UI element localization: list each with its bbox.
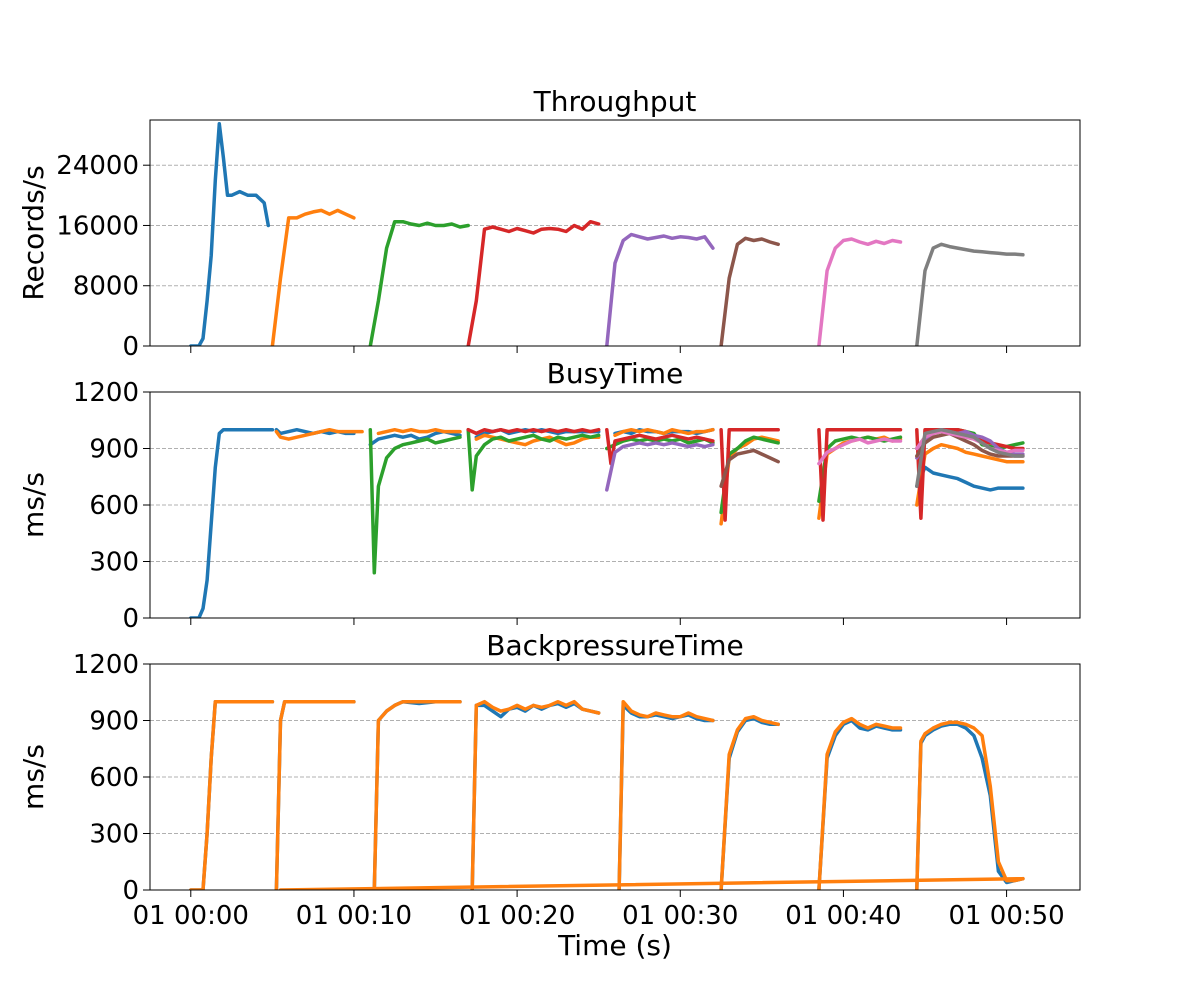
y-tick-label: 300 — [89, 548, 139, 578]
y-tick-label: 16000 — [56, 211, 139, 241]
series-line-5-segment-1 — [605, 232, 715, 346]
chart-panel-2: 0 300 600 900 1200 BusyTime ms/s — [17, 357, 1081, 634]
series-line-2-segment-2 — [376, 427, 462, 436]
series-line-4-segment-3 — [719, 427, 780, 522]
series-line-8-segment-1 — [915, 427, 1025, 488]
series-line-1-segment-1 — [189, 699, 275, 890]
y-axis-label: ms/s — [17, 744, 50, 810]
series-line-2-segment-4 — [613, 427, 715, 438]
series-line-1-segment-8 — [915, 722, 1025, 890]
y-tick-label: 8000 — [73, 272, 139, 302]
series-line-3-segment-2 — [466, 427, 601, 492]
series-line-2-segment-8 — [915, 720, 1025, 890]
y-axis-label: Records/s — [17, 165, 50, 300]
series-line-1-segment-2 — [274, 699, 356, 890]
series-group — [189, 427, 1025, 618]
series-line-3-segment-1 — [368, 427, 462, 575]
y-tick-label: 900 — [89, 707, 139, 737]
chart-panel-1: 0 8000 16000 24000 Throughput Records/s — [17, 85, 1081, 362]
series-line-4-segment-1 — [466, 219, 601, 346]
series-line-3-segment-5 — [817, 435, 903, 503]
series-line-2-segment-6 — [719, 714, 780, 890]
series-line-2-segment-7 — [915, 442, 1025, 507]
series-group — [189, 699, 1025, 890]
y-tick-label: 0 — [122, 332, 139, 362]
series-line-6-segment-1 — [719, 448, 780, 488]
x-tick-label: 01 00:00 — [133, 901, 249, 931]
series-line-1-segment-6 — [719, 716, 780, 890]
chart-title: BackpressureTime — [486, 629, 743, 662]
x-tick-label: 01 00:10 — [296, 901, 412, 931]
series-line-6-segment-2 — [915, 431, 1025, 458]
chart-title: Throughput — [533, 85, 697, 118]
series-line-3-segment-1 — [368, 219, 470, 346]
series-line-1-segment-6 — [915, 465, 1025, 492]
series-group — [189, 122, 1025, 346]
plot-frame — [149, 119, 1081, 347]
chart-title: BusyTime — [547, 357, 684, 390]
series-line-7-segment-1 — [817, 237, 903, 346]
series-line-4-segment-4 — [817, 427, 903, 522]
series-line-7-segment-2 — [915, 429, 1025, 455]
y-tick-label: 24000 — [56, 151, 139, 181]
series-line-7-segment-1 — [817, 437, 903, 466]
series-line-2-segment-5 — [617, 699, 715, 890]
series-line-1-segment-1 — [189, 122, 271, 346]
series-line-2-segment-3 — [372, 699, 462, 890]
series-line-2-segment-4 — [470, 699, 601, 890]
chart-panel-3: 0 300 600 900 1200 01 00:00 01 00:10 01 00:20 01… — [17, 629, 1081, 962]
series-line-4-segment-1 — [466, 427, 601, 436]
x-tick-label: 01 00:40 — [785, 901, 901, 931]
series-line-2-segment-1 — [274, 427, 364, 441]
y-tick-label: 1200 — [73, 378, 139, 408]
x-tick-label: 01 00:30 — [622, 901, 738, 931]
series-line-1-segment-1 — [189, 427, 275, 618]
y-tick-label: 0 — [122, 876, 139, 906]
series-line-6-segment-1 — [719, 236, 780, 346]
series-line-2-segment-9 — [278, 876, 1025, 890]
y-tick-label: 900 — [89, 435, 139, 465]
series-line-2-segment-1 — [189, 699, 275, 890]
series-line-3-segment-4 — [719, 435, 780, 515]
y-tick-label: 600 — [89, 763, 139, 793]
series-line-4-segment-2 — [605, 427, 715, 466]
series-line-2-segment-7 — [817, 716, 903, 890]
series-line-1-segment-5 — [617, 703, 715, 890]
series-line-8-segment-1 — [915, 242, 1025, 346]
series-line-5-segment-1 — [605, 441, 715, 492]
x-tick-label: 01 00:50 — [948, 901, 1064, 931]
y-tick-label: 300 — [89, 820, 139, 850]
series-line-1-segment-3 — [372, 699, 462, 890]
y-axis-label: ms/s — [17, 472, 50, 538]
series-line-3-segment-3 — [605, 437, 715, 451]
series-line-2-segment-2 — [274, 699, 356, 890]
x-axis-label: Time (s) — [557, 929, 672, 962]
y-tick-label: 1200 — [73, 650, 139, 680]
x-tick-label: 01 00:20 — [459, 901, 575, 931]
series-line-1-segment-4 — [470, 701, 601, 890]
y-tick-label: 0 — [122, 604, 139, 634]
series-line-2-segment-1 — [270, 208, 356, 346]
y-tick-label: 600 — [89, 491, 139, 521]
